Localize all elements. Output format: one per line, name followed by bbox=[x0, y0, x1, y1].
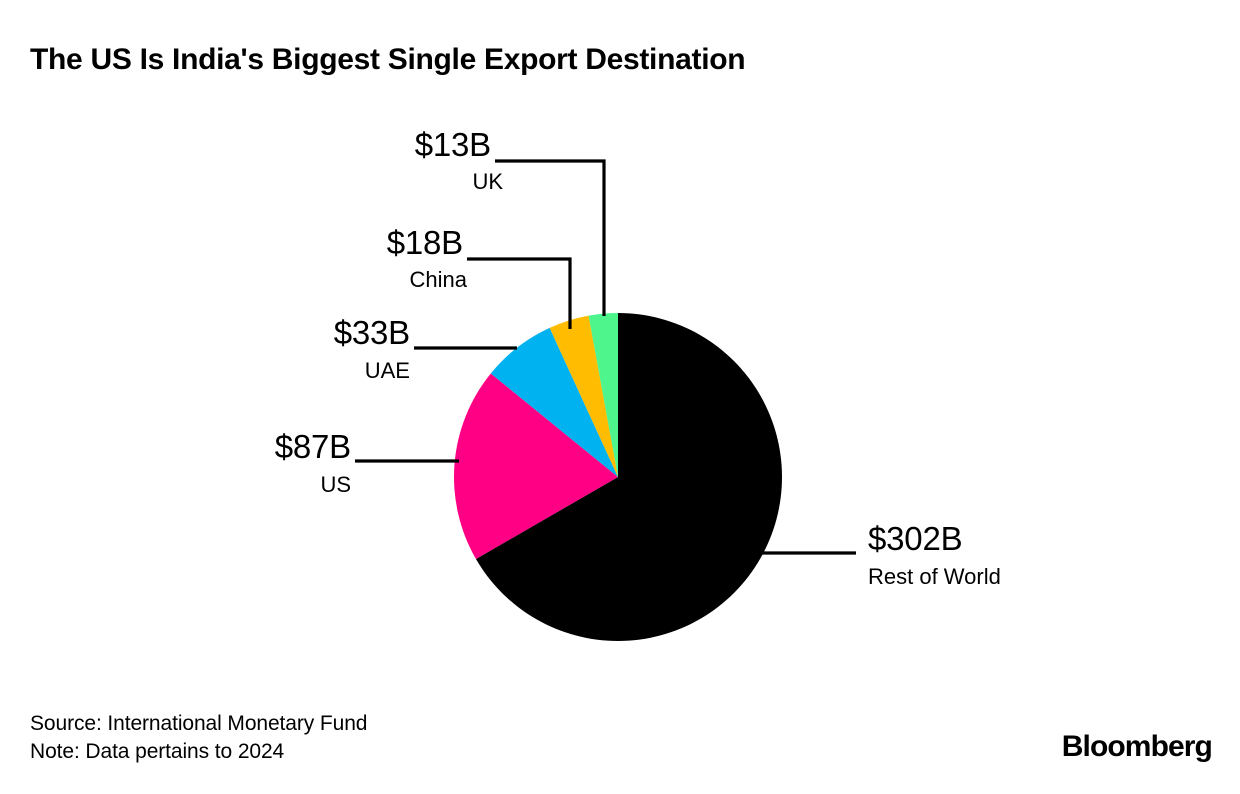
leader-line-china bbox=[467, 257, 572, 329]
leader-line-uk bbox=[495, 159, 606, 316]
label-name-china: China bbox=[410, 267, 468, 292]
source-text: Source: International Monetary Fund bbox=[30, 712, 368, 735]
label-value-uae: $33B bbox=[334, 314, 410, 351]
label-value-rest-of-world: $302B bbox=[868, 520, 962, 557]
pie-slice-china[interactable] bbox=[549, 315, 618, 477]
pie-chart-svg: $13B UK $18B China $33B UAE $87B US $302… bbox=[275, 126, 1001, 641]
pie-slice-rest-of-world[interactable] bbox=[475, 313, 782, 641]
label-value-china: $18B bbox=[387, 224, 463, 261]
label-name-uk: UK bbox=[472, 169, 503, 194]
label-name-rest-of-world: Rest of World bbox=[868, 564, 1001, 589]
pie-chart-plot-area: $13B UK $18B China $33B UAE $87B US $302… bbox=[275, 126, 1001, 641]
label-value-uk: $13B bbox=[415, 126, 491, 163]
label-name-uae: UAE bbox=[365, 358, 410, 383]
pie-slice-uae[interactable] bbox=[490, 327, 618, 477]
page-title: The US Is India's Biggest Single Export … bbox=[30, 43, 746, 76]
footnote-block: Source: International Monetary Fund Note… bbox=[30, 710, 367, 766]
pie-slice-uk[interactable] bbox=[588, 313, 618, 477]
note-text: Note: Data pertains to 2024 bbox=[30, 740, 285, 763]
pie-slice-us[interactable] bbox=[453, 373, 618, 559]
label-name-us: US bbox=[320, 472, 351, 497]
bloomberg-logo: Bloomberg bbox=[1061, 730, 1213, 763]
label-value-us: $87B bbox=[275, 428, 351, 465]
